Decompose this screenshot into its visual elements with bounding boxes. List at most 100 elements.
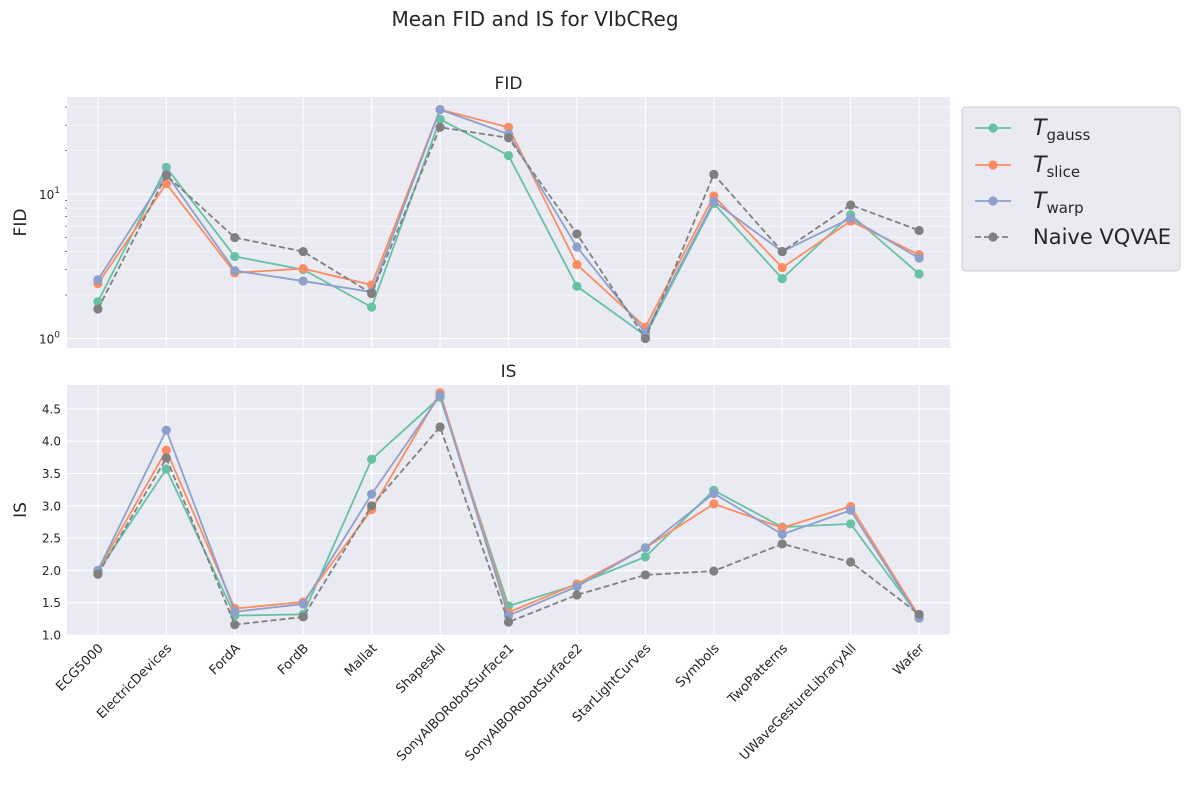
data-point-shapesall <box>435 390 445 400</box>
data-point-sonyaiborobotsurface1 <box>503 617 514 627</box>
data-point-sonyaiborobotsurface2 <box>572 581 582 592</box>
data-point-wafer <box>914 269 924 279</box>
data-point-symbols <box>709 169 719 179</box>
y-tick-label: 2.5 <box>42 532 61 546</box>
y-axis-label-is: IS <box>11 502 31 518</box>
data-point-sonyaiborobotsurface2 <box>572 242 582 252</box>
data-point-electricdevices <box>161 179 171 189</box>
data-point-sonyaiborobotsurface1 <box>503 122 514 132</box>
data-point-forda <box>230 251 240 262</box>
data-point-wafer <box>914 253 924 263</box>
data-point-mallat <box>367 288 377 299</box>
y-tick-label: 1.5 <box>42 596 61 610</box>
panel-fid: 100 101 FID FID <box>11 74 950 348</box>
data-point-uwavegesturelibraryall <box>846 505 856 515</box>
data-point-sonyaiborobotsurface2 <box>572 259 582 270</box>
y-tick-label: 3.5 <box>42 467 61 481</box>
y-tick-label: 4.0 <box>42 435 61 449</box>
series-naive-is <box>93 422 924 630</box>
data-point-symbols <box>709 499 719 509</box>
x-tick-label-mallat: Mallat <box>342 641 381 680</box>
data-point-mallat <box>367 454 377 464</box>
x-tick-label-symbols: Symbols <box>673 641 723 691</box>
data-point-starlightcurves <box>640 333 650 344</box>
data-point-shapesall <box>435 422 445 432</box>
data-point-starlightcurves <box>640 570 650 580</box>
series-naive-fid <box>93 122 924 344</box>
y-tick-label: 2.0 <box>42 564 61 578</box>
y-tick-label: 3.0 <box>42 499 61 513</box>
data-point-mallat <box>367 489 377 499</box>
y-tick-label: 101 <box>39 186 60 202</box>
data-point-fordb <box>298 612 308 622</box>
data-point-fordb <box>298 263 308 274</box>
data-point-electricdevices <box>161 453 171 463</box>
legend-entry-warp: Twarp <box>975 189 1084 217</box>
data-point-twopatterns <box>777 262 787 273</box>
legend-entry-slice: Tslice <box>975 153 1080 181</box>
y-tick-label: 100 <box>39 331 60 347</box>
data-point-electricdevices <box>161 445 171 455</box>
data-point-shapesall <box>435 104 445 115</box>
data-point-mallat <box>367 302 377 312</box>
panel-title-is: IS <box>501 362 517 382</box>
data-point-symbols <box>709 566 719 576</box>
legend-entry-naive: Naive VQVAE <box>975 225 1171 249</box>
data-point-twopatterns <box>777 539 787 549</box>
data-point-mallat <box>367 501 377 511</box>
x-tick-label-uwavegesturelibraryall: UWaveGestureLibraryAll <box>737 641 859 763</box>
legend-label: Naive VQVAE <box>1033 225 1171 249</box>
legend-label: Tgauss <box>1033 116 1090 144</box>
x-tick-label-electricdevices: ElectricDevices <box>94 641 175 722</box>
data-point-twopatterns <box>777 246 787 257</box>
data-point-sonyaiborobotsurface2 <box>572 590 582 600</box>
data-point-ecg5000 <box>93 569 103 579</box>
data-point-twopatterns <box>777 523 787 533</box>
x-tick-label-sonyaiborobotsurface2: SonyAIBORobotSurface2 <box>463 641 586 764</box>
data-point-ecg5000 <box>93 275 103 285</box>
data-point-electricdevices <box>161 464 171 474</box>
data-point-electricdevices <box>161 170 171 180</box>
legend-marker <box>988 232 998 242</box>
data-point-uwavegesturelibraryall <box>846 557 856 567</box>
data-point-electricdevices <box>161 425 171 435</box>
legend: Tgauss Tslice Twarp Naive VQVAE <box>961 106 1181 272</box>
data-point-uwavegesturelibraryall <box>846 200 856 210</box>
data-point-forda <box>230 232 240 243</box>
data-point-sonyaiborobotsurface1 <box>503 133 514 143</box>
data-point-sonyaiborobotsurface2 <box>572 281 582 291</box>
series-warp-is <box>93 390 924 623</box>
data-point-starlightcurves <box>640 543 650 553</box>
data-point-wafer <box>914 225 924 236</box>
data-point-forda <box>230 607 240 617</box>
data-point-fordb <box>298 276 308 286</box>
data-point-twopatterns <box>777 529 787 539</box>
y-tick-label: 1.0 <box>42 629 61 643</box>
x-tick-label-ecg5000: ECG5000 <box>53 641 106 694</box>
x-tick-label-twopatterns: TwoPatterns <box>725 641 792 708</box>
data-point-uwavegesturelibraryall <box>846 213 856 223</box>
data-point-fordb <box>298 599 308 609</box>
data-point-starlightcurves <box>640 552 650 562</box>
legend-entry-gauss: Tgauss <box>975 116 1090 144</box>
data-point-wafer <box>914 609 924 619</box>
data-point-sonyaiborobotsurface2 <box>572 229 582 239</box>
panel-title-fid: FID <box>495 74 523 94</box>
legend-frame <box>961 106 1181 272</box>
legend-label: Tslice <box>1033 153 1080 181</box>
data-point-electricdevices <box>161 162 171 173</box>
data-point-sonyaiborobotsurface1 <box>503 150 514 161</box>
x-tick-label-forda: FordA <box>207 641 244 678</box>
x-tick-label-sonyaiborobotsurface1: SonyAIBORobotSurface1 <box>394 641 517 764</box>
legend-marker <box>988 123 998 133</box>
x-tick-label-wafer: Wafer <box>891 641 929 679</box>
data-point-uwavegesturelibraryall <box>846 519 856 529</box>
legend-marker <box>988 196 998 206</box>
data-point-twopatterns <box>777 273 787 284</box>
data-point-fordb <box>298 246 308 257</box>
panels-layer: 100 101 FID FID 1.0 1.5 2.0 2.5 3.0 3.5 4.0 4.5 IS IS <box>11 74 950 643</box>
legend-marker <box>988 160 998 170</box>
data-point-forda <box>230 620 240 630</box>
